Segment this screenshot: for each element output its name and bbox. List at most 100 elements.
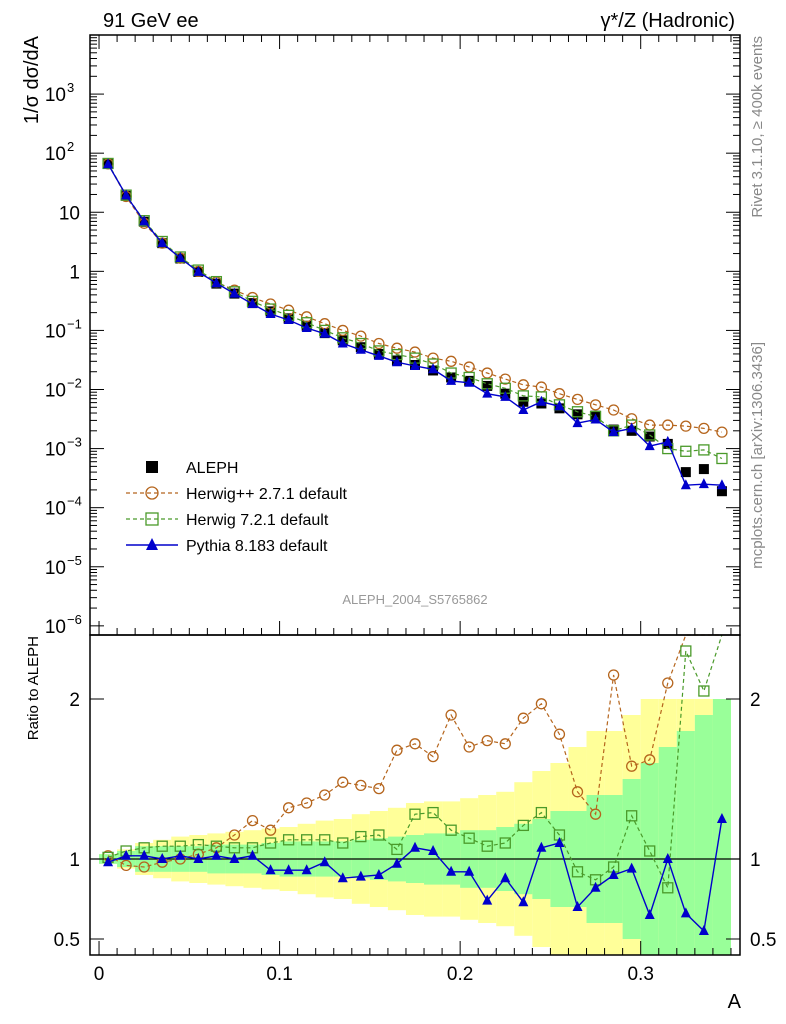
ratio-point [283,864,294,875]
rivet-side-text: Rivet 3.1.10, ≥ 400k events [749,36,766,218]
data-point [608,426,619,437]
data-point [427,352,439,364]
ratio-point [391,843,403,856]
ratio-series-line [107,634,722,868]
ratio-y-tick-label: 2 [69,690,80,711]
ratio-series-line [107,634,723,891]
ratio-point [571,866,584,878]
data-point [283,314,294,325]
ratio-point [518,896,529,907]
ratio-point [192,838,204,851]
ratio-point [391,857,402,868]
ratio-point [319,834,331,846]
data-point [644,440,655,451]
data-point [301,311,313,323]
x-tick-label: 0 [94,964,105,985]
data-point [373,349,384,360]
ratio-point [536,841,547,852]
x-tick-label: 0.3 [627,964,653,985]
data-point [607,404,620,416]
ratio-point [373,829,385,841]
legend-entry: ALEPH [146,460,238,477]
ratio-point [157,853,168,863]
ratio-point [463,832,475,844]
data-point [572,417,583,428]
legend-label: Herwig 7.2.1 default [186,512,329,529]
data-point [518,403,529,414]
data-point [680,445,692,457]
ratio-point [445,824,457,836]
main-ylabel: 1/σ dσ/dA [21,35,43,124]
data-point [716,479,727,490]
ratio-point [138,861,150,873]
legend-marker [146,538,158,550]
ratio-point [427,750,439,763]
ratio-point [355,779,367,792]
series-line [107,163,723,460]
data-point [590,413,601,424]
ratio-point [228,842,241,854]
data-point [680,420,692,432]
data-point [482,387,493,398]
legend-label: Herwig++ 2.7.1 default [186,486,348,503]
y-tick-exponent: 3 [67,80,74,95]
ratio-band-green-bin [694,715,713,955]
ratio-point [229,853,240,863]
ratio-point [103,856,114,867]
ratio-point [680,907,691,918]
y-tick-exponent: −2 [67,376,82,391]
data-point [355,343,366,354]
ratio-point [481,840,493,852]
ratio-y-tick-label-right: 1 [750,850,761,871]
ratio-point [554,837,565,847]
y-tick-exponent: −4 [67,494,82,509]
data-point [680,479,691,490]
ratio-point [626,760,638,772]
ratio-point [355,830,367,843]
legend-marker [145,486,159,500]
data-point [499,373,511,385]
ratio-point [409,808,421,820]
x-tick-label: 0.2 [447,964,473,985]
y-tick-label: 10 [59,203,80,224]
series-herwig-2-7-1-default [102,158,728,438]
ratio-point [517,712,529,724]
y-tick-exponent: −5 [67,553,82,568]
data-point [680,467,691,478]
ratio-point [500,872,511,883]
data-point [337,337,348,348]
y-tick-exponent: −1 [67,316,82,331]
series-aleph [103,158,727,497]
data-point [626,413,638,425]
ratio-point [535,698,548,710]
ratio-point [428,845,439,855]
data-point [481,367,493,379]
ratio-panel-frame [89,634,741,956]
ratio-point [355,870,366,881]
data-point [391,342,403,354]
data-point [517,379,529,391]
header-left: 91 GeV ee [103,10,199,32]
data-point [265,307,276,318]
ratio-y-tick-label-right: 2 [750,690,761,711]
legend-marker [145,512,159,526]
data-point [319,327,330,338]
data-point [698,422,710,435]
ratio-point [319,789,331,801]
ratio-point [698,925,709,935]
ratio-point [391,744,403,756]
ratio-point [120,859,132,872]
ratio-point [481,734,493,747]
data-point [698,478,709,489]
ratio-point [698,685,710,697]
data-point [157,237,168,248]
legend-entry: Pythia 8.183 default [126,538,328,555]
ratio-series-pythia-8-183-default [103,813,727,935]
ratio-point [662,853,673,863]
ratio-point [282,802,295,814]
ratio-point [662,882,674,894]
ratio-y-tick-label: 0.5 [54,930,80,951]
ratio-point [337,776,349,788]
data-point [716,452,728,465]
